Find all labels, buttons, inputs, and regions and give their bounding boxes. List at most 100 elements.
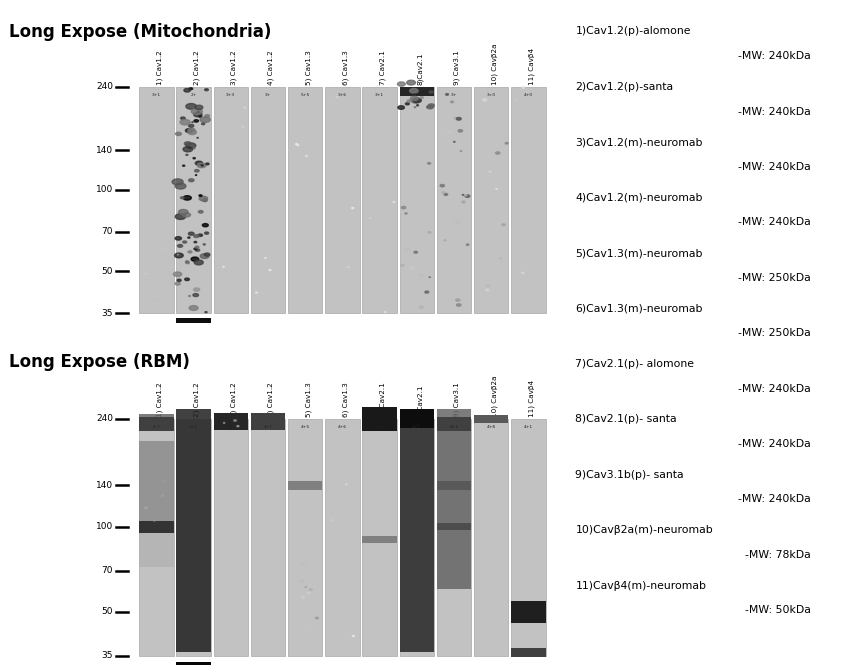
Text: 35: 35 [102, 651, 113, 661]
Text: 35: 35 [102, 309, 113, 318]
Text: 2) Cav1.2: 2) Cav1.2 [194, 382, 200, 417]
Circle shape [183, 213, 190, 217]
Circle shape [183, 165, 185, 166]
Circle shape [300, 562, 305, 564]
Text: -MW: 240kDa: -MW: 240kDa [738, 495, 810, 505]
Bar [139, 533, 174, 567]
Text: 3+: 3+ [451, 93, 457, 97]
Circle shape [237, 425, 238, 427]
Text: 100: 100 [96, 522, 113, 531]
Circle shape [189, 148, 190, 149]
Circle shape [194, 288, 200, 291]
Circle shape [454, 117, 457, 119]
Circle shape [195, 260, 203, 265]
Text: 2)Cav1.2(p)-santa: 2)Cav1.2(p)-santa [575, 82, 673, 92]
Circle shape [205, 115, 209, 117]
Bar [139, 417, 174, 431]
Text: 2+: 2+ [190, 93, 196, 97]
Bar [139, 87, 174, 313]
Circle shape [193, 148, 195, 149]
Bar [251, 87, 285, 313]
Circle shape [172, 179, 183, 185]
Bar [325, 87, 360, 313]
Bar [437, 417, 471, 431]
Text: 7) Cav2.1: 7) Cav2.1 [380, 382, 386, 417]
Text: 100: 100 [96, 185, 113, 194]
Circle shape [514, 99, 517, 100]
Circle shape [465, 195, 470, 198]
Circle shape [410, 89, 418, 93]
Text: 5) Cav1.3: 5) Cav1.3 [305, 382, 312, 417]
Bar [139, 521, 174, 533]
Text: 5) Cav1.3: 5) Cav1.3 [305, 50, 312, 85]
Circle shape [462, 201, 465, 203]
Text: 7) Cav2.1: 7) Cav2.1 [380, 50, 386, 85]
Text: -MW: 240kDa: -MW: 240kDa [738, 384, 810, 394]
Bar [177, 319, 211, 330]
Bar [288, 419, 322, 656]
Circle shape [194, 120, 198, 122]
Bar [437, 480, 471, 490]
Bar [362, 536, 397, 543]
Bar [400, 419, 434, 656]
Circle shape [155, 224, 157, 225]
Circle shape [409, 267, 415, 269]
Circle shape [456, 304, 461, 306]
Circle shape [486, 285, 490, 287]
Circle shape [183, 241, 187, 243]
Text: Long Expose (Mitochondria): Long Expose (Mitochondria) [9, 23, 271, 41]
Bar [139, 414, 174, 429]
Text: 3) Cav1.2: 3) Cav1.2 [231, 50, 238, 85]
Circle shape [194, 241, 196, 243]
Circle shape [175, 237, 182, 240]
Circle shape [183, 146, 193, 152]
Bar [400, 87, 434, 96]
Text: 6) Cav1.3: 6) Cav1.3 [343, 50, 349, 85]
Circle shape [181, 117, 185, 120]
Circle shape [316, 618, 319, 619]
Circle shape [178, 210, 188, 214]
Circle shape [189, 124, 194, 127]
Circle shape [502, 224, 505, 226]
Text: 3+1: 3+1 [375, 93, 384, 97]
Text: 5)Cav1.3(m)-neuromab: 5)Cav1.3(m)-neuromab [575, 248, 703, 258]
Bar [177, 87, 211, 313]
Circle shape [189, 88, 193, 89]
Circle shape [442, 192, 444, 193]
Bar [437, 87, 471, 313]
Bar [139, 419, 174, 656]
Circle shape [195, 246, 199, 248]
Circle shape [440, 185, 444, 187]
Text: 9) Cav3.1: 9) Cav3.1 [454, 382, 461, 417]
Circle shape [401, 206, 406, 209]
Text: 3+0: 3+0 [486, 93, 496, 97]
Text: 3+6: 3+6 [338, 93, 347, 97]
Circle shape [499, 257, 502, 259]
Circle shape [407, 100, 412, 102]
Text: -MW: 78kDa: -MW: 78kDa [745, 550, 810, 560]
Circle shape [176, 214, 186, 220]
Circle shape [455, 220, 461, 223]
Circle shape [189, 179, 194, 181]
Circle shape [454, 141, 455, 142]
Text: 4+1: 4+1 [263, 425, 273, 429]
Bar [437, 409, 471, 589]
Text: 1+1: 1+1 [375, 425, 384, 429]
Text: -MW: 250kDa: -MW: 250kDa [738, 329, 810, 338]
Circle shape [201, 254, 209, 259]
Circle shape [448, 132, 451, 134]
Circle shape [186, 103, 196, 110]
Circle shape [265, 257, 266, 258]
Text: 140: 140 [96, 480, 113, 490]
Text: 1) Cav1.2: 1) Cav1.2 [157, 382, 163, 417]
Text: 7)Cav2.1(p)- alomone: 7)Cav2.1(p)- alomone [575, 359, 694, 369]
Circle shape [201, 123, 205, 125]
Circle shape [195, 161, 202, 165]
Bar [511, 419, 546, 656]
Circle shape [256, 292, 257, 293]
Circle shape [175, 253, 183, 258]
Circle shape [308, 629, 310, 630]
Circle shape [411, 96, 418, 101]
Text: 6)Cav1.3(m)-neuromab: 6)Cav1.3(m)-neuromab [575, 304, 703, 314]
Text: 50: 50 [102, 267, 113, 276]
